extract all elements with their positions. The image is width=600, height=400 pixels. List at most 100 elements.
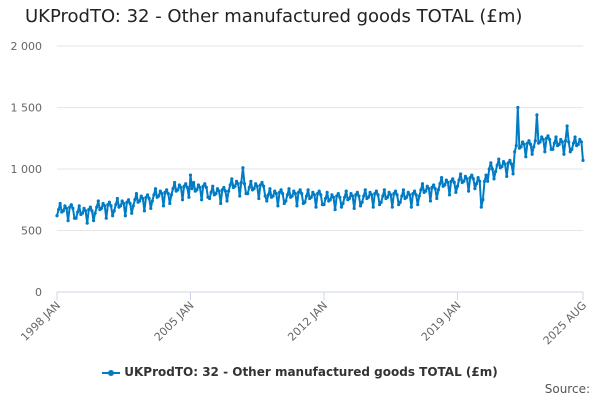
data-point — [425, 184, 429, 188]
data-point — [222, 185, 226, 190]
data-point — [495, 163, 499, 167]
chart-title: UKProdTO: 32 - Other manufactured goods … — [25, 6, 523, 27]
data-point — [447, 193, 452, 197]
data-point — [338, 195, 342, 199]
data-point — [412, 189, 417, 193]
data-point — [377, 203, 382, 207]
data-point — [465, 177, 469, 181]
data-point — [157, 194, 161, 198]
data-point — [382, 188, 386, 192]
data-point — [168, 201, 172, 206]
data-point — [543, 150, 547, 154]
data-point — [360, 200, 364, 204]
data-point — [187, 195, 191, 199]
data-point — [114, 203, 118, 207]
data-point — [241, 166, 245, 170]
data-point — [552, 141, 556, 145]
data-point — [513, 150, 517, 154]
data-point — [433, 187, 437, 191]
data-point — [276, 204, 280, 208]
data-point — [207, 196, 212, 201]
data-point — [74, 216, 78, 220]
data-point — [209, 190, 213, 194]
data-point — [314, 205, 318, 209]
data-point — [88, 205, 92, 209]
data-point — [185, 185, 189, 190]
data-point — [234, 179, 239, 183]
data-point — [160, 192, 164, 196]
data-point — [333, 207, 337, 212]
data-point — [347, 196, 351, 201]
data-point — [215, 187, 220, 191]
data-point — [254, 182, 258, 186]
data-point — [115, 196, 119, 201]
data-point — [149, 206, 153, 210]
data-point — [190, 187, 194, 191]
data-point — [138, 199, 142, 203]
data-point — [524, 155, 528, 159]
data-point — [204, 185, 208, 190]
data-point — [568, 150, 572, 154]
data-point — [172, 180, 177, 185]
data-point — [444, 178, 448, 182]
data-point — [463, 174, 468, 178]
data-point — [400, 194, 404, 198]
data-point — [509, 162, 514, 166]
data-point — [336, 192, 340, 196]
data-point — [295, 204, 299, 208]
data-point — [104, 216, 108, 220]
data-point — [163, 190, 167, 194]
data-point — [211, 184, 215, 188]
data-point — [581, 158, 585, 162]
data-point — [409, 205, 413, 209]
data-point — [481, 198, 485, 202]
data-point — [350, 194, 355, 198]
data-point — [150, 199, 154, 203]
data-point — [497, 157, 501, 161]
data-point — [214, 192, 218, 196]
data-point — [389, 193, 393, 197]
data-point — [266, 193, 270, 197]
data-point — [220, 188, 224, 192]
legend[interactable]: UKProdTO: 32 - Other manufactured goods … — [0, 365, 600, 379]
data-point — [233, 184, 237, 188]
data-point — [249, 179, 253, 183]
data-point — [292, 189, 296, 193]
data-point — [184, 182, 188, 186]
data-point — [339, 205, 344, 209]
data-point — [341, 201, 345, 206]
data-point — [335, 194, 339, 198]
data-point — [223, 189, 228, 193]
data-point — [126, 198, 131, 202]
data-point — [166, 192, 170, 196]
data-point — [563, 139, 568, 143]
data-point — [366, 195, 371, 199]
data-point — [201, 184, 205, 188]
x-tick-label: 1998 JAN — [18, 299, 63, 344]
data-point — [533, 139, 537, 143]
data-point — [406, 190, 410, 194]
data-point — [131, 204, 135, 208]
data-point — [130, 211, 134, 215]
data-point — [474, 182, 479, 186]
data-point — [273, 189, 277, 193]
data-point — [397, 203, 401, 207]
data-point — [317, 189, 321, 193]
data-point — [300, 192, 304, 196]
data-point — [319, 193, 323, 197]
data-point — [532, 145, 536, 149]
data-point — [287, 187, 291, 191]
data-point — [153, 187, 158, 191]
data-point — [77, 204, 81, 208]
data-point — [355, 190, 359, 194]
data-point — [85, 221, 89, 225]
data-point — [282, 201, 286, 206]
data-point — [316, 192, 320, 196]
data-point — [61, 209, 65, 213]
data-point — [68, 205, 72, 209]
data-point — [227, 189, 231, 193]
data-point — [522, 142, 526, 146]
data-point — [503, 162, 507, 166]
data-point — [548, 137, 552, 142]
